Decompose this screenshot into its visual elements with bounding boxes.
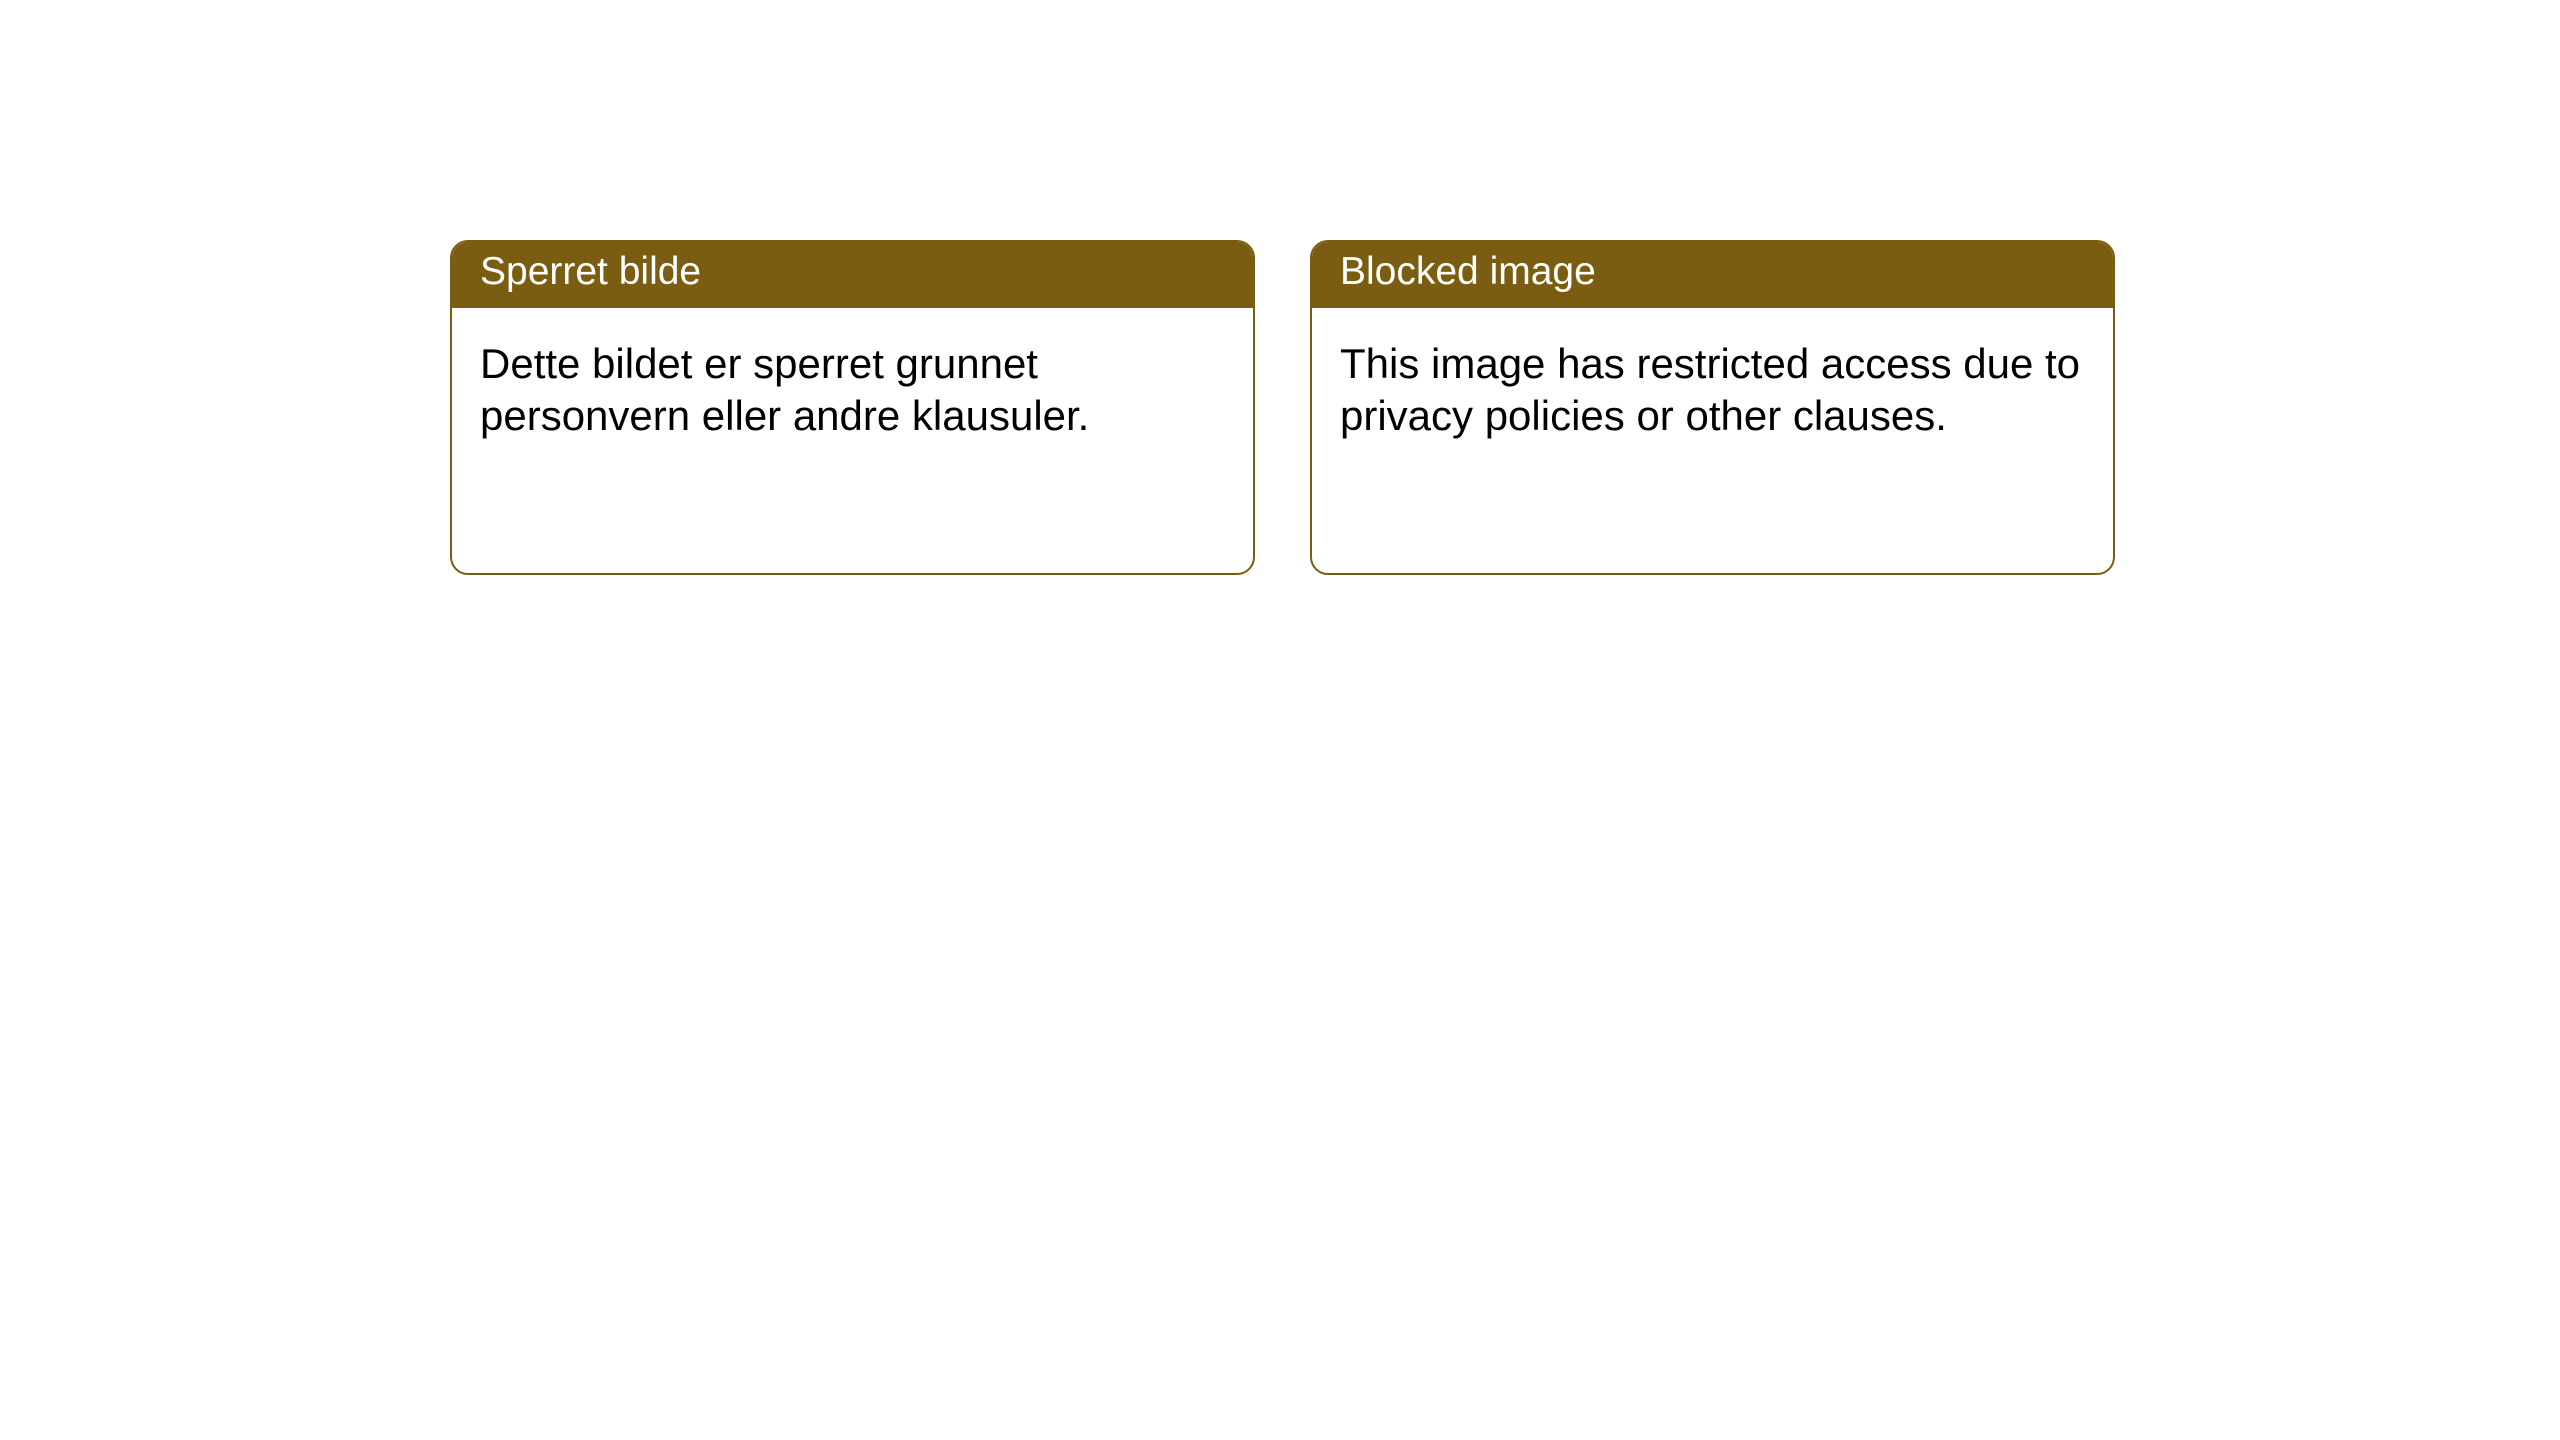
notice-title: Blocked image: [1340, 250, 1596, 293]
notice-body-text: This image has restricted access due to …: [1340, 340, 2080, 440]
notice-title: Sperret bilde: [480, 250, 701, 293]
notice-card-english: Blocked image This image has restricted …: [1310, 240, 2115, 575]
notice-body: Dette bildet er sperret grunnet personve…: [452, 308, 1253, 473]
notice-body-text: Dette bildet er sperret grunnet personve…: [480, 340, 1089, 440]
notice-card-norwegian: Sperret bilde Dette bildet er sperret gr…: [450, 240, 1255, 575]
notice-header: Sperret bilde: [452, 242, 1253, 308]
notice-body: This image has restricted access due to …: [1312, 308, 2113, 473]
notice-container: Sperret bilde Dette bildet er sperret gr…: [450, 240, 2115, 575]
notice-header: Blocked image: [1312, 242, 2113, 308]
